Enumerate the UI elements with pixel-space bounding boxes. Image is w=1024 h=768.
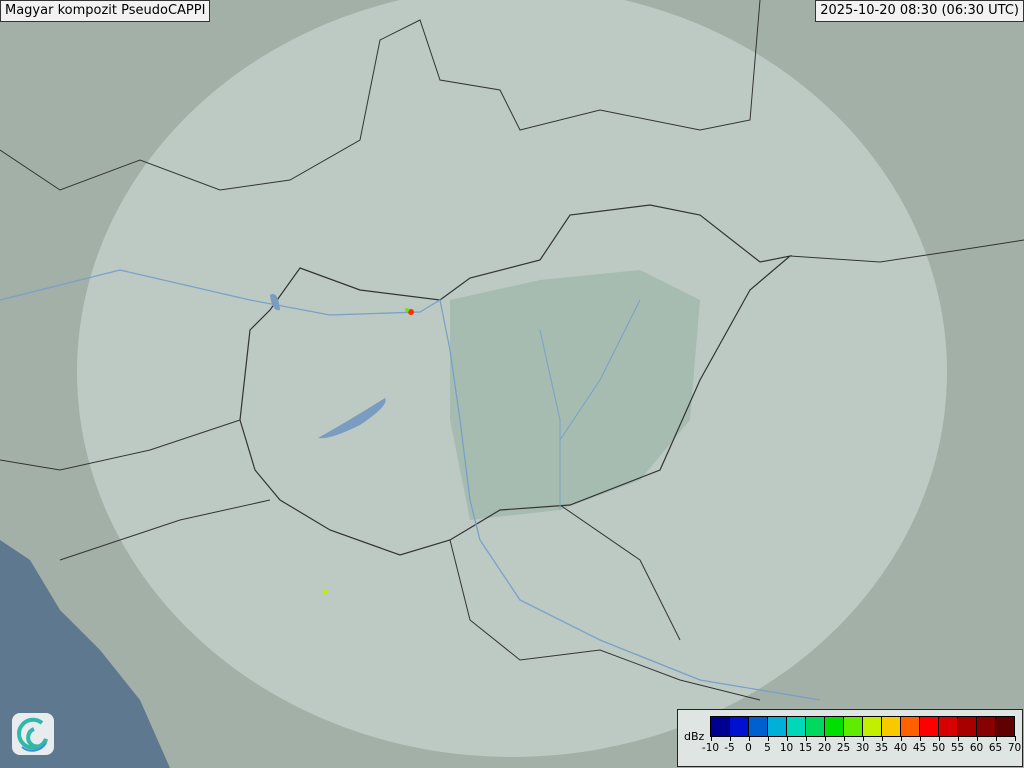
lake-neusiedl [270,294,280,311]
legend-tick-mark [729,736,731,741]
legend-swatch [901,717,920,736]
legend-tick-label: 30 [855,742,870,754]
legend-ticks: -10 -5 0 5 10 15 20 25 30 35 40 45 50 55 60 65 70 [702,736,1021,764]
country-borders-north [0,0,761,191]
legend-swatch [806,717,825,736]
legend-tick-mark [862,736,864,741]
legend-tick-mark [957,736,959,741]
legend-tick-label: 0 [745,742,752,754]
legend-tick-mark [938,736,940,741]
legend-swatch [749,717,768,736]
legend-tick-label: 70 [1007,742,1022,754]
legend-tick-label: 10 [779,742,794,754]
radar-echo [405,308,409,312]
legend-tick-mark [1014,736,1016,741]
lake-balaton [318,398,386,439]
legend-tick-mark [843,736,845,741]
timestamp-label: 2025-10-20 08:30 (06:30 UTC) [815,0,1024,22]
legend-color-bar [710,716,1015,737]
legend-swatch [977,717,996,736]
legend-tick-label: 40 [893,742,908,754]
radar-echo [408,309,414,315]
product-title: Magyar kompozit PseudoCAPPI [0,0,211,22]
legend-tick-label: 35 [874,742,889,754]
tisza-river [539,299,641,510]
legend-tick-label: 25 [836,742,851,754]
hungary-border [239,204,793,556]
legend-swatch [730,717,749,736]
danube-river [0,269,821,701]
legend-tick-label: 65 [988,742,1003,754]
legend-tick-mark [824,736,826,741]
legend-tick-label: 60 [969,742,984,754]
legend-tick-label: 50 [931,742,946,754]
dbz-legend: dBz -10 -5 0 5 10 15 20 25 30 35 40 45 50 55 60 65 70 [677,709,1023,767]
legend-swatch [711,717,730,736]
legend-tick-label: 45 [912,742,927,754]
swirl-logo-icon[interactable] [12,713,54,755]
legend-swatch [844,717,863,736]
legend-tick-label: 5 [764,742,771,754]
legend-swatch [863,717,882,736]
legend-tick-label: -5 [724,742,735,754]
legend-tick-mark [881,736,883,741]
legend-tick-mark [805,736,807,741]
legend-tick-mark [710,736,712,741]
legend-swatch [939,717,958,736]
legend-tick-label: -10 [701,742,720,754]
legend-tick-mark [919,736,921,741]
legend-tick-mark [976,736,978,741]
legend-swatch [768,717,787,736]
legend-tick-mark [748,736,750,741]
country-borders-other [0,239,1024,701]
radar-echo [322,589,328,595]
legend-tick-mark [767,736,769,741]
legend-tick-mark [786,736,788,741]
great-hungarian-plain [450,270,700,520]
legend-unit: dBz [684,730,705,743]
legend-swatch [787,717,806,736]
adriatic-sea [0,540,170,768]
legend-tick-mark [900,736,902,741]
legend-swatch [825,717,844,736]
legend-swatch [958,717,977,736]
legend-swatch [996,717,1014,736]
legend-tick-label: 15 [798,742,813,754]
legend-swatch [920,717,939,736]
legend-tick-label: 55 [950,742,965,754]
legend-tick-label: 20 [817,742,832,754]
legend-tick-mark [995,736,997,741]
legend-swatch [882,717,901,736]
